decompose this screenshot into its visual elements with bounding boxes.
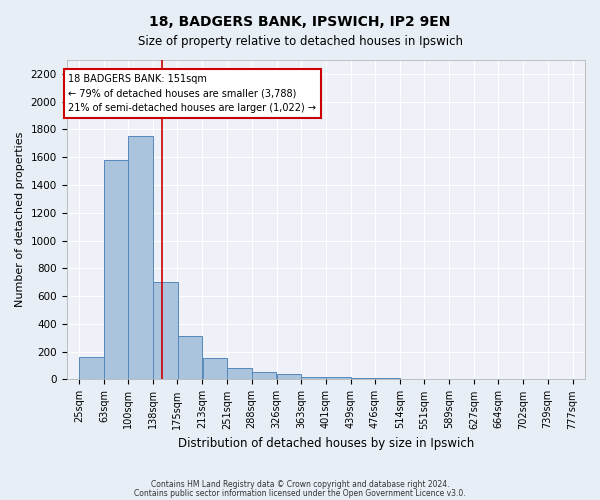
Bar (128, 136, 153, 380)
X-axis label: Distribution of detached houses by size in Ipswich: Distribution of detached houses by size … (178, 437, 474, 450)
Bar (104, 160, 129, 380)
Bar (203, 358, 227, 380)
Bar (326, 376, 350, 380)
Text: 18 BADGERS BANK: 151sqm
← 79% of detached houses are smaller (3,788)
21% of semi: 18 BADGERS BANK: 151sqm ← 79% of detache… (68, 74, 316, 114)
Bar (351, 378, 376, 380)
Bar (375, 378, 400, 380)
Bar (178, 336, 202, 380)
Text: 18, BADGERS BANK, IPSWICH, IP2 9EN: 18, BADGERS BANK, IPSWICH, IP2 9EN (149, 15, 451, 29)
Text: Contains HM Land Registry data © Crown copyright and database right 2024.: Contains HM Land Registry data © Crown c… (151, 480, 449, 489)
Bar (79, 357, 104, 380)
Bar (227, 368, 252, 380)
Text: Contains public sector information licensed under the Open Government Licence v3: Contains public sector information licen… (134, 488, 466, 498)
Text: Size of property relative to detached houses in Ipswich: Size of property relative to detached ho… (137, 35, 463, 48)
Bar (252, 372, 277, 380)
Bar (301, 376, 326, 380)
Bar (154, 282, 178, 380)
Y-axis label: Number of detached properties: Number of detached properties (15, 132, 25, 308)
Bar (277, 374, 301, 380)
